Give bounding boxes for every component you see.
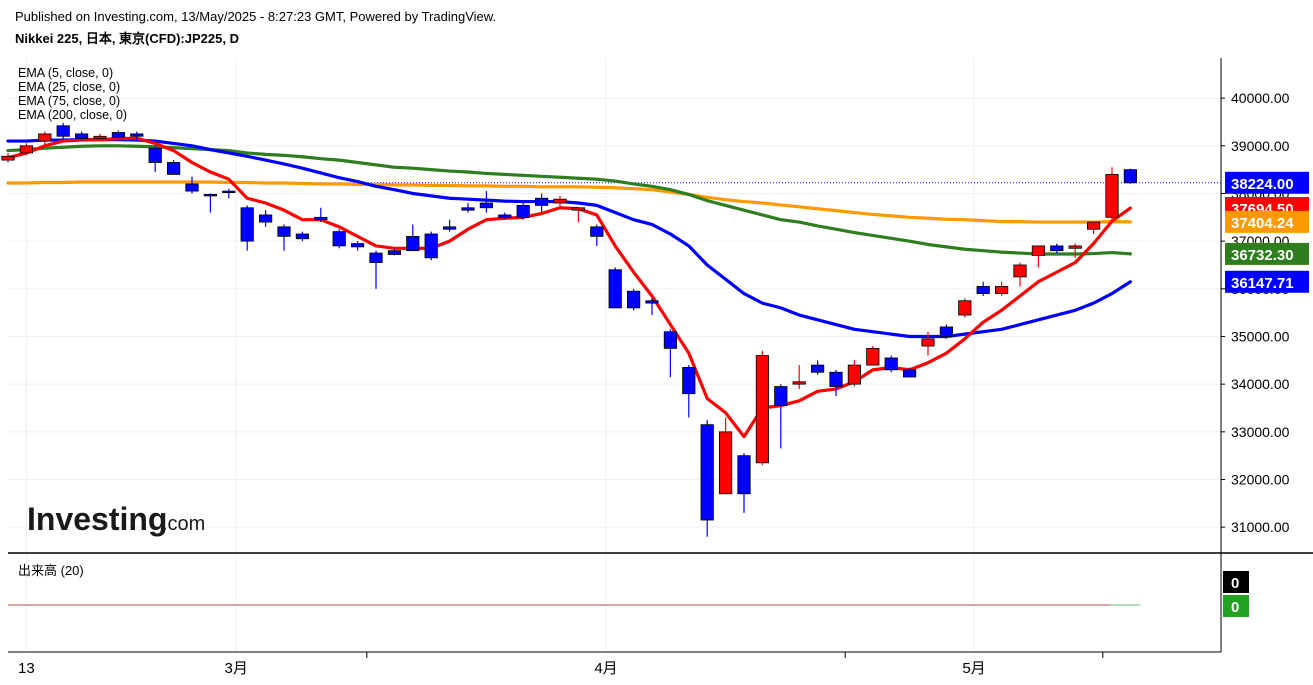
ema-line-3 [6,144,1133,256]
candle-body [866,348,880,366]
candle-body [350,243,365,248]
candle-body [1087,221,1101,230]
price-badge [1225,171,1309,194]
x-tick-label: 5月 [962,660,985,677]
candle-body [424,233,438,259]
candle-body [700,424,714,521]
volume-badge [1223,571,1249,593]
published-note: Published on Investing.com, 13/May/2025 … [15,9,497,24]
candle-body [792,381,806,385]
price-badge [1225,242,1309,265]
candle-body [737,455,751,495]
candle-body [498,214,512,218]
candle-body [535,197,549,206]
candle-body [921,338,935,347]
candle-body [258,214,273,223]
candle-body [75,133,89,140]
candle-body [461,207,475,211]
instrument-title: Nikkei 225, 日本, 東京(CFD):JP225, D [15,31,239,46]
candle-body [240,207,254,242]
candle-body [516,204,530,218]
candle-body [19,145,34,154]
candle-body [1068,245,1082,249]
candle-body [811,364,825,373]
candle-body [1105,174,1119,218]
x-tick-label: 13 [18,660,35,677]
candle-body [111,132,125,138]
volume-badge [1223,595,1249,617]
candle-body [56,125,70,137]
candle-body [130,133,144,137]
candle-body [1013,264,1027,278]
candle-body [314,216,328,221]
candle-body [774,386,788,407]
candle-body [829,371,843,387]
candle-body [627,290,641,309]
investing-logo: Investing [27,501,167,537]
ema-legend-entry: EMA (200, close, 0) [18,108,127,122]
x-tick-label: 3月 [224,660,247,677]
candle-body [682,367,696,395]
candle-body [903,369,917,378]
candle-body [222,190,236,193]
candle-body [369,252,383,263]
candle-body [884,357,898,371]
candle-body [406,235,420,252]
price-badge [1225,270,1309,293]
candle-body [203,194,217,197]
candle-body [755,355,770,464]
candle-body [38,133,52,142]
candle-body [1,155,15,161]
volume-pane-label: 出来高 (20) [18,563,84,578]
candle-body [995,286,1009,294]
candle-body [442,226,457,230]
candle-body [608,269,622,309]
candle-body [847,364,862,385]
y-tick-label: 35000.00 [1231,328,1290,344]
x-tick-label: 4月 [594,660,617,677]
candle-body [590,226,604,237]
candle-body [148,147,162,163]
candle-body [387,250,402,255]
ema-legend-entry: EMA (75, close, 0) [18,94,120,108]
candle-body [663,331,678,349]
y-tick-label: 40000.00 [1231,90,1290,106]
candle-body [958,300,972,316]
ema-legend-entry: EMA (25, close, 0) [18,80,120,94]
candle-body [1050,245,1064,252]
chart-header: Published on Investing.com, 13/May/2025 … [15,8,496,48]
y-tick-label: 39000.00 [1231,138,1290,154]
volume-badge-label: 0 [1231,575,1239,592]
y-tick-label: 34000.00 [1231,376,1290,392]
candle-body [93,135,107,140]
ema-line-4 [6,180,1133,224]
price-badge-label: 38224.00 [1231,176,1294,193]
candle-body [939,326,954,337]
price-badge-label: 36732.30 [1231,247,1294,264]
volume-badge-label: 0 [1231,599,1239,616]
ema-legend-entry: EMA (5, close, 0) [18,66,113,80]
candle-body [332,231,346,247]
candle-body [645,300,659,304]
price-badge-label: 37404.24 [1231,215,1294,232]
candle-body [719,431,733,495]
price-badge-label: 36147.71 [1231,275,1294,292]
candle-body [295,233,310,240]
candle-body [1123,169,1137,184]
candle-body [166,162,181,175]
price-badge [1225,210,1309,233]
candle-body [571,207,586,211]
candle-body [976,286,990,294]
candle-body [185,183,199,192]
candle-body [479,202,494,209]
y-tick-label: 32000.00 [1231,471,1290,487]
candle-body [277,226,291,237]
investing-logo-suffix: .com [162,513,205,535]
y-tick-label: 33000.00 [1231,424,1290,440]
candle-body [1031,245,1045,256]
candle-body [553,198,567,204]
ema-line-1 [6,136,1133,439]
y-tick-label: 31000.00 [1231,519,1290,535]
